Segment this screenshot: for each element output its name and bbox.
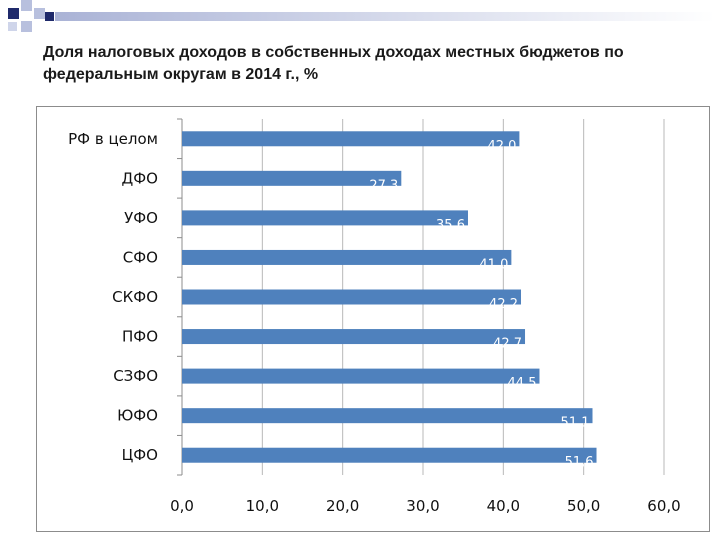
x-tick-label: 40,0 [487, 497, 520, 515]
bar [182, 170, 402, 186]
x-tick-label: 10,0 [246, 497, 279, 515]
bar [182, 447, 597, 463]
data-label: 27,3 [369, 178, 398, 193]
data-label: 35,6 [436, 218, 465, 233]
deco-square-light-1 [21, 0, 32, 11]
category-label: ЦФО [122, 446, 158, 464]
data-label: 44,5 [508, 376, 537, 391]
deco-square-light-3 [21, 21, 32, 32]
bar [182, 289, 522, 305]
category-label: СЗФО [113, 367, 158, 385]
x-tick-label: 20,0 [326, 497, 359, 515]
bar [182, 329, 526, 345]
x-tick-label: 60,0 [647, 497, 680, 515]
category-label: ЮФО [117, 407, 158, 425]
deco-square-dark-1 [8, 8, 19, 19]
data-label: 42,2 [489, 297, 518, 312]
header-decoration [8, 0, 715, 32]
category-label: ПФО [122, 328, 158, 346]
chart-title: Доля налоговых доходов в собственных дох… [43, 44, 624, 83]
x-tick-label: 30,0 [406, 497, 439, 515]
x-tick-label: 50,0 [567, 497, 600, 515]
category-label: РФ в целом [68, 130, 158, 148]
data-label: 42,7 [493, 337, 522, 352]
data-label: 51,6 [565, 455, 594, 470]
bar [182, 210, 468, 226]
category-label: СФО [123, 248, 158, 266]
deco-square-light-2 [34, 8, 45, 19]
bar-chart: 0,0 10,0 20,0 30,0 40,0 50,0 60,0 РФ в целом 42,… [68, 118, 681, 515]
deco-square-light-4 [8, 22, 17, 31]
bar [182, 131, 520, 147]
data-label: 42,0 [487, 139, 516, 154]
bar [182, 368, 540, 384]
deco-gradient-band [55, 12, 715, 21]
category-label: УФО [124, 209, 158, 227]
bar [182, 408, 593, 424]
deco-square-dark-2 [45, 12, 54, 21]
bar [182, 249, 512, 265]
category-label: СКФО [112, 288, 158, 306]
x-tick-label: 0,0 [170, 497, 194, 515]
data-label: 41,0 [479, 257, 508, 272]
chart-frame: 0,0 10,0 20,0 30,0 40,0 50,0 60,0 РФ в целом 42,… [36, 106, 710, 532]
data-label: 51,1 [561, 416, 590, 431]
category-label: ДФО [122, 169, 158, 187]
